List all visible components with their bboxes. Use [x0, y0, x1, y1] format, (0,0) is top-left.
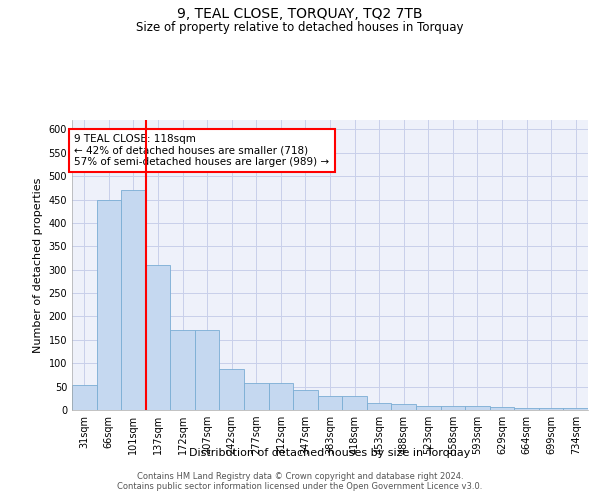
Bar	[563, 408, 588, 410]
Bar	[416, 406, 440, 410]
Bar	[440, 406, 465, 410]
Bar	[170, 330, 195, 410]
Bar	[269, 384, 293, 410]
Bar	[146, 265, 170, 410]
Bar	[514, 408, 539, 410]
Bar	[220, 369, 244, 410]
Bar	[465, 406, 490, 410]
Bar	[367, 403, 391, 410]
Bar	[97, 200, 121, 410]
Bar	[195, 330, 220, 410]
Text: Contains public sector information licensed under the Open Government Licence v3: Contains public sector information licen…	[118, 482, 482, 491]
Text: Size of property relative to detached houses in Torquay: Size of property relative to detached ho…	[136, 21, 464, 34]
Y-axis label: Number of detached properties: Number of detached properties	[33, 178, 43, 352]
Bar	[121, 190, 146, 410]
Bar	[490, 406, 514, 410]
Bar	[72, 385, 97, 410]
Bar	[244, 384, 269, 410]
Bar	[318, 396, 342, 410]
Text: 9 TEAL CLOSE: 118sqm
← 42% of detached houses are smaller (718)
57% of semi-deta: 9 TEAL CLOSE: 118sqm ← 42% of detached h…	[74, 134, 329, 167]
Bar	[391, 404, 416, 410]
Text: 9, TEAL CLOSE, TORQUAY, TQ2 7TB: 9, TEAL CLOSE, TORQUAY, TQ2 7TB	[177, 8, 423, 22]
Bar	[342, 396, 367, 410]
Text: Contains HM Land Registry data © Crown copyright and database right 2024.: Contains HM Land Registry data © Crown c…	[137, 472, 463, 481]
Bar	[539, 408, 563, 410]
Text: Distribution of detached houses by size in Torquay: Distribution of detached houses by size …	[190, 448, 470, 458]
Bar	[293, 390, 318, 410]
